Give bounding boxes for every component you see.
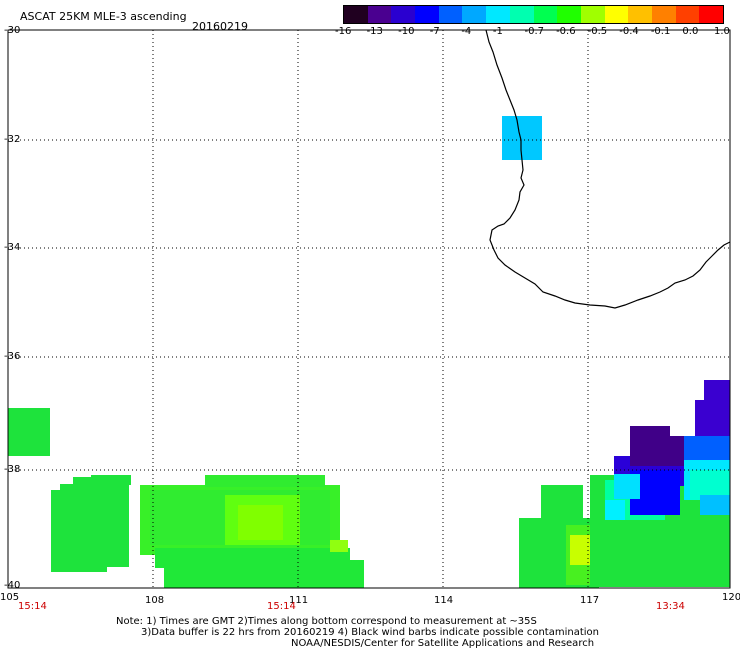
color-scale-segment bbox=[580, 6, 605, 23]
lat-label: -34 bbox=[4, 242, 21, 253]
map-canvas bbox=[7, 29, 731, 589]
color-scale-label: -0.5 bbox=[587, 26, 608, 37]
color-scale-segment bbox=[675, 6, 700, 23]
color-scale-label: -13 bbox=[366, 26, 383, 37]
color-scale-segment bbox=[486, 6, 510, 23]
lat-label: -36 bbox=[4, 351, 21, 362]
color-scale-label: -4 bbox=[461, 26, 472, 37]
color-scale-label: -0.4 bbox=[619, 26, 639, 37]
lat-label: -40 bbox=[4, 580, 21, 591]
color-scale-segment bbox=[604, 6, 629, 23]
color-scale-label: -1 bbox=[492, 26, 503, 37]
color-scale-segment bbox=[462, 6, 487, 23]
color-scale-bar bbox=[343, 5, 724, 24]
color-scale-label: -0.7 bbox=[524, 26, 545, 37]
color-scale-label: -7 bbox=[429, 26, 440, 37]
lon-label: 111 bbox=[289, 595, 309, 606]
color-scale-segment bbox=[367, 6, 392, 23]
graticule bbox=[8, 30, 730, 588]
color-scale-segment bbox=[699, 6, 723, 23]
color-scale-segment bbox=[628, 6, 652, 23]
lon-label: 120 bbox=[722, 592, 740, 603]
coastline bbox=[485, 29, 731, 309]
lat-label: -30 bbox=[4, 25, 21, 36]
note-line-2: 3)Data buffer is 22 hrs from 20160219 4)… bbox=[141, 627, 599, 638]
lon-label: 114 bbox=[434, 595, 454, 606]
color-scale-segment bbox=[533, 6, 558, 23]
color-scale-segment bbox=[438, 6, 463, 23]
data-cell-coastal bbox=[502, 116, 542, 160]
color-scale-label: -0.1 bbox=[650, 26, 671, 37]
time-label: 13:34 bbox=[656, 601, 685, 612]
note-line-3: NOAA/NESDIS/Center for Satellite Applica… bbox=[291, 638, 595, 649]
color-scale-label: 0.0 bbox=[682, 26, 699, 37]
lat-label: -38 bbox=[4, 464, 21, 475]
color-scale-label: -0.6 bbox=[556, 26, 576, 37]
color-scale-segment bbox=[509, 6, 534, 23]
data-swath-left bbox=[8, 408, 364, 588]
data-swath-right bbox=[519, 380, 730, 588]
time-label: 15:14 bbox=[18, 601, 47, 612]
lon-label: 105 bbox=[0, 592, 20, 603]
color-scale-segment bbox=[344, 6, 368, 23]
lon-label: 117 bbox=[580, 595, 600, 606]
color-scale-label: 1.0 bbox=[714, 26, 730, 37]
color-scale-segment bbox=[415, 6, 439, 23]
color-scale-segment bbox=[391, 6, 416, 23]
color-scale-label: -16 bbox=[335, 26, 352, 37]
color-scale-segment bbox=[651, 6, 676, 23]
map-title: ASCAT 25KM MLE-3 ascending bbox=[20, 10, 187, 23]
lat-label: -32 bbox=[4, 134, 21, 145]
lon-label: 108 bbox=[145, 595, 165, 606]
color-scale-label: -10 bbox=[398, 26, 415, 37]
color-scale-segment bbox=[557, 6, 581, 23]
map-frame bbox=[7, 29, 731, 589]
time-label: 15:14 bbox=[267, 601, 296, 612]
note-line-1: Note: 1) Times are GMT 2)Times along bot… bbox=[116, 616, 537, 627]
